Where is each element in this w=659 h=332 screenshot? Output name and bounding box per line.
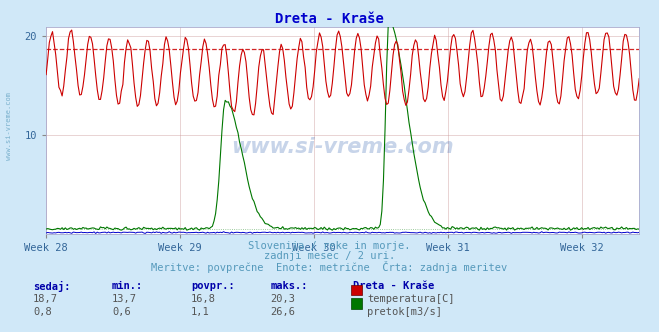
Text: 26,6: 26,6 xyxy=(270,307,295,317)
Text: zadnji mesec / 2 uri.: zadnji mesec / 2 uri. xyxy=(264,251,395,261)
Text: Meritve: povprečne  Enote: metrične  Črta: zadnja meritev: Meritve: povprečne Enote: metrične Črta:… xyxy=(152,261,507,273)
Text: 1,1: 1,1 xyxy=(191,307,210,317)
Text: www.si-vreme.com: www.si-vreme.com xyxy=(5,92,12,160)
Text: 0,8: 0,8 xyxy=(33,307,51,317)
Text: Dreta - Kraše: Dreta - Kraše xyxy=(353,281,434,290)
Text: 0,6: 0,6 xyxy=(112,307,130,317)
Text: povpr.:: povpr.: xyxy=(191,281,235,290)
Text: 16,8: 16,8 xyxy=(191,294,216,304)
Text: maks.:: maks.: xyxy=(270,281,308,290)
Text: Dreta - Kraše: Dreta - Kraše xyxy=(275,12,384,26)
Text: 13,7: 13,7 xyxy=(112,294,137,304)
Text: Slovenija / reke in morje.: Slovenija / reke in morje. xyxy=(248,241,411,251)
Text: sedaj:: sedaj: xyxy=(33,281,71,291)
Text: 18,7: 18,7 xyxy=(33,294,58,304)
Text: min.:: min.: xyxy=(112,281,143,290)
Text: www.si-vreme.com: www.si-vreme.com xyxy=(231,137,454,157)
Text: 20,3: 20,3 xyxy=(270,294,295,304)
Text: pretok[m3/s]: pretok[m3/s] xyxy=(367,307,442,317)
Text: temperatura[C]: temperatura[C] xyxy=(367,294,455,304)
